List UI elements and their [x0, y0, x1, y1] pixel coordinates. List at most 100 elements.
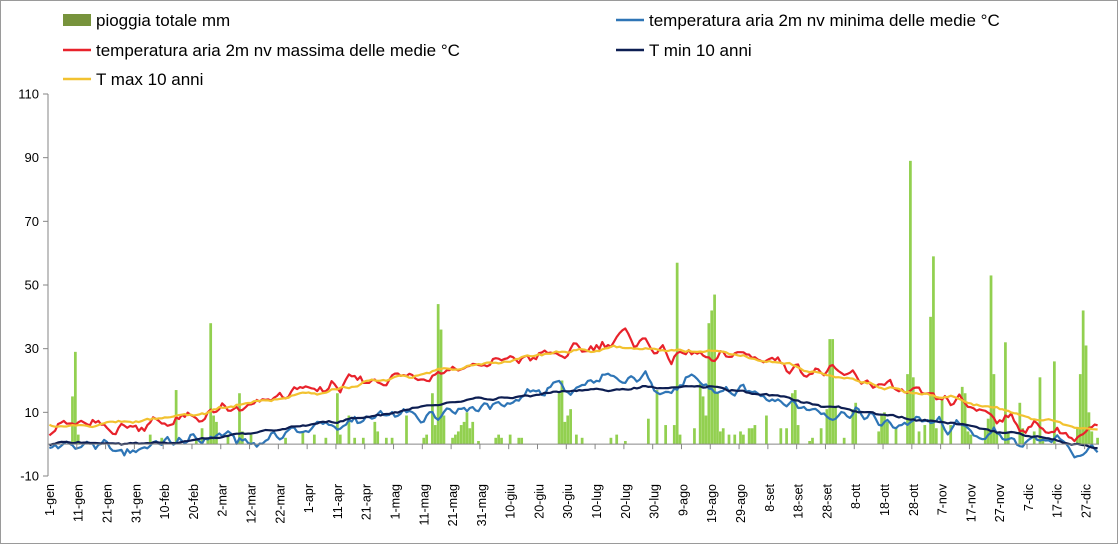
rain-bar	[790, 393, 794, 445]
rain-bar	[494, 437, 498, 445]
rain-bar	[831, 339, 835, 445]
x-tick-label: 7-dic	[1022, 484, 1036, 511]
rain-bar	[698, 383, 702, 445]
y-tick-label: 70	[25, 214, 39, 229]
rain-bar	[880, 415, 883, 445]
rain-bar	[1006, 431, 1010, 445]
rain-bar	[1078, 374, 1082, 445]
rain-bar	[960, 386, 964, 445]
rain-bar	[312, 434, 316, 445]
legend-label: pioggia totale mm	[96, 11, 230, 30]
rain-bar	[909, 160, 912, 445]
x-tick-label: 17-dic	[1051, 484, 1065, 518]
x-tick-label: 1-mag	[388, 484, 402, 519]
rain-bar	[373, 421, 377, 445]
rain-bar	[906, 374, 909, 445]
rain-bar	[828, 339, 832, 445]
rain-bar	[739, 431, 742, 445]
x-tick-label: 20-lug	[619, 484, 633, 519]
rain-bar	[885, 421, 889, 445]
x-tick-label: 31-mag	[475, 484, 489, 526]
x-tick-label: 29-ago	[734, 484, 748, 523]
x-tick-label: 22-mar	[273, 484, 287, 524]
rain-bar	[422, 437, 426, 445]
rain-bar	[917, 431, 921, 445]
rain-bar	[148, 434, 152, 445]
y-tick-label: 30	[25, 341, 39, 356]
rain-bar	[361, 437, 365, 445]
rain-bar	[819, 428, 823, 445]
rain-bar	[468, 428, 472, 445]
y-tick-label: 50	[25, 278, 39, 293]
x-tick-label: 18-set	[792, 483, 806, 518]
y-tick-label: 10	[25, 405, 39, 420]
rain-bar	[883, 412, 886, 445]
rain-bar	[811, 437, 814, 445]
rain-bar	[209, 323, 213, 445]
rain-bar	[785, 428, 788, 445]
rain-bar	[894, 428, 898, 445]
legend: pioggia totale mm temperatura aria 2m nv …	[63, 11, 1000, 89]
x-tick-label: 19-ago	[705, 484, 719, 523]
x-tick-label: 11-gen	[72, 484, 86, 522]
x-tick-label: 21-gen	[101, 484, 115, 523]
rain-bar	[923, 425, 927, 445]
rain-bar	[200, 428, 204, 445]
rain-bar	[721, 428, 725, 445]
legend-swatch	[63, 14, 91, 26]
rain-bar	[462, 421, 466, 445]
rain-bar	[1041, 437, 1045, 445]
x-tick-label: 21-mag	[446, 484, 460, 526]
rain-bar	[71, 396, 74, 445]
rain-bar	[646, 418, 650, 445]
x-tick-label: 27-nov	[993, 483, 1007, 522]
rain-bar	[471, 421, 475, 445]
x-tick-label: 11-mag	[417, 484, 431, 526]
rain-bar	[238, 393, 241, 445]
x-tick-label: 12-mar	[245, 484, 259, 524]
legend-label: temperatura aria 2m nv minima delle medi…	[649, 11, 1000, 30]
rain-bar	[713, 294, 716, 445]
x-tick-label: 28-set	[820, 483, 834, 518]
x-tick-label: 11-apr	[331, 484, 345, 519]
rain-bar	[390, 437, 394, 445]
rain-bar	[569, 409, 572, 445]
x-tick-label: 9-ago	[676, 484, 690, 516]
rain-bar	[580, 437, 584, 445]
rain-bar	[520, 437, 524, 445]
rain-bar	[969, 434, 973, 445]
rain-bar	[301, 431, 305, 445]
rain-bar	[459, 425, 463, 445]
rain-bar	[693, 428, 696, 445]
rain-bar	[750, 428, 754, 445]
rain-bar	[1004, 342, 1007, 445]
rain-bar	[963, 393, 967, 445]
rain-bars	[71, 160, 1099, 445]
rain-bar	[465, 412, 469, 445]
rain-bar	[575, 434, 578, 445]
rain-bar	[615, 434, 619, 445]
rain-bar	[1084, 345, 1088, 445]
rain-bar	[1081, 310, 1085, 445]
rain-bar	[716, 393, 719, 445]
rain-bar	[701, 396, 705, 445]
rain-bar	[477, 440, 480, 445]
rain-bar	[623, 440, 627, 445]
rain-bar	[206, 437, 210, 445]
rain-bar	[854, 402, 858, 445]
legend-label: T max 10 anni	[96, 70, 203, 89]
x-tick-label: 1-gen	[43, 484, 57, 516]
rain-bar	[742, 434, 745, 445]
rain-bar	[439, 329, 443, 445]
rain-bar	[851, 409, 855, 445]
axes: -10 10 30 50 70 90 110 1-gen 11-gen 21-gen 31-gen 1…	[18, 87, 1099, 526]
x-tick-label: 8-set	[763, 483, 777, 511]
legend-label: temperatura aria 2m nv massima delle med…	[96, 41, 460, 60]
rain-bar	[563, 421, 567, 445]
rain-bar	[966, 431, 970, 445]
y-tick-label: -10	[20, 469, 39, 484]
rain-bar	[718, 431, 722, 445]
y-tick-label: 90	[25, 150, 39, 165]
rain-bar	[284, 437, 287, 445]
